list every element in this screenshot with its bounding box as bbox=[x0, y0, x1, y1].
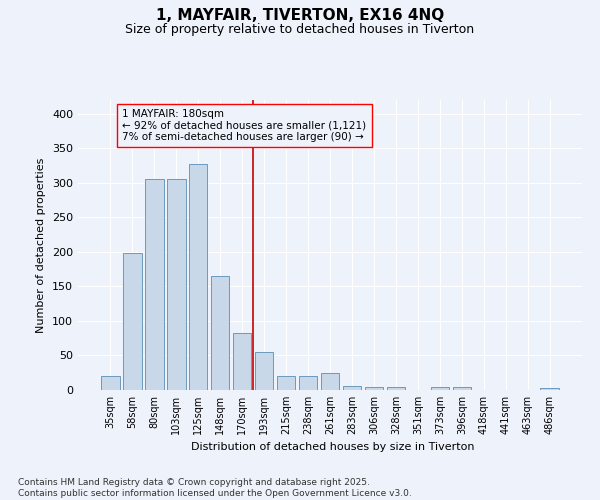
Bar bbox=[211, 276, 229, 390]
Bar bbox=[299, 376, 317, 390]
Y-axis label: Number of detached properties: Number of detached properties bbox=[37, 158, 46, 332]
Bar bbox=[167, 180, 185, 390]
Bar bbox=[343, 386, 361, 390]
Text: Distribution of detached houses by size in Tiverton: Distribution of detached houses by size … bbox=[191, 442, 475, 452]
Bar bbox=[233, 334, 251, 390]
Bar bbox=[541, 388, 559, 390]
Bar bbox=[365, 386, 383, 390]
Text: Contains HM Land Registry data © Crown copyright and database right 2025.
Contai: Contains HM Land Registry data © Crown c… bbox=[18, 478, 412, 498]
Bar bbox=[189, 164, 208, 390]
Text: 1, MAYFAIR, TIVERTON, EX16 4NQ: 1, MAYFAIR, TIVERTON, EX16 4NQ bbox=[156, 8, 444, 22]
Text: Size of property relative to detached houses in Tiverton: Size of property relative to detached ho… bbox=[125, 22, 475, 36]
Bar bbox=[123, 254, 142, 390]
Bar bbox=[431, 387, 449, 390]
Bar bbox=[386, 386, 405, 390]
Bar bbox=[255, 352, 274, 390]
Bar bbox=[452, 387, 471, 390]
Bar bbox=[101, 376, 119, 390]
Bar bbox=[277, 376, 295, 390]
Bar bbox=[145, 180, 164, 390]
Text: 1 MAYFAIR: 180sqm
← 92% of detached houses are smaller (1,121)
7% of semi-detach: 1 MAYFAIR: 180sqm ← 92% of detached hous… bbox=[122, 109, 367, 142]
Bar bbox=[320, 372, 340, 390]
